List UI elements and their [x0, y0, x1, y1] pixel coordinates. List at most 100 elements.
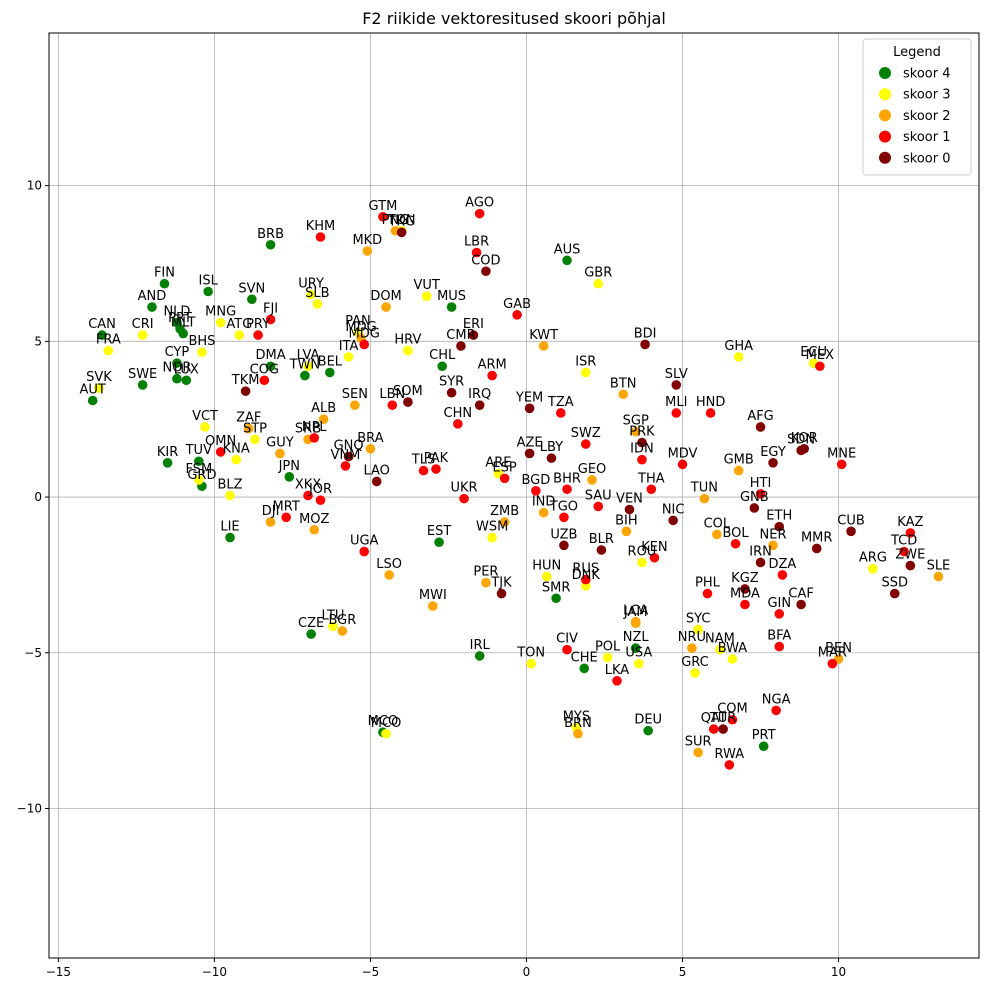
point-label: MAR — [818, 646, 847, 661]
data-point — [724, 760, 735, 770]
point-label: COD — [471, 253, 500, 268]
point-label: FIN — [154, 266, 175, 281]
point-label: FRA — [96, 333, 121, 348]
data-point — [337, 626, 348, 636]
point-label: NOR — [162, 361, 191, 376]
point-label: BRB — [257, 227, 284, 242]
point-label: LBR — [464, 235, 489, 250]
data-point — [541, 571, 552, 582]
data-point — [593, 278, 604, 289]
point-label: ALB — [311, 401, 336, 416]
data-point — [546, 453, 557, 463]
data-point — [621, 526, 632, 537]
data-point — [418, 465, 429, 476]
point-label: SWE — [128, 367, 157, 382]
data-point — [328, 621, 338, 632]
data-point — [668, 515, 678, 526]
point-label: ARG — [859, 551, 887, 566]
point-label: FJI — [263, 302, 278, 317]
data-point — [499, 473, 510, 484]
data-point — [531, 486, 541, 496]
point-label: LBN — [379, 387, 405, 402]
point-label: THA — [637, 471, 665, 486]
data-point — [556, 408, 566, 418]
point-label: TUN — [690, 481, 718, 496]
point-label: COL — [704, 516, 731, 531]
data-point — [580, 367, 591, 378]
data-point — [306, 289, 316, 300]
point-label: EGY — [760, 445, 786, 460]
point-label: TUV — [185, 443, 212, 458]
point-label: DEU — [634, 713, 662, 728]
point-label: CHE — [571, 650, 598, 665]
point-label: BGR — [328, 613, 356, 628]
data-point — [538, 507, 549, 518]
point-label: ATG — [226, 317, 252, 332]
data-point — [243, 423, 254, 434]
point-label: MLT — [171, 316, 196, 331]
data-point — [624, 504, 635, 515]
point-label: LAO — [363, 463, 389, 478]
data-point — [580, 574, 591, 585]
point-label: IND — [532, 495, 556, 510]
legend-marker — [879, 151, 891, 164]
data-point — [428, 601, 438, 611]
point-label: LUX — [174, 362, 199, 377]
point-label: TZA — [547, 395, 574, 410]
point-label: MKD — [352, 233, 382, 248]
point-label: CUB — [837, 513, 865, 528]
data-point — [933, 571, 944, 582]
data-point — [702, 588, 713, 599]
data-point — [799, 443, 810, 454]
data-point — [559, 512, 569, 523]
point-label: MCO — [371, 716, 402, 731]
data-point — [727, 654, 738, 664]
data-point — [403, 397, 413, 407]
data-point — [275, 448, 285, 459]
data-point — [899, 546, 909, 557]
data-point — [384, 570, 394, 580]
point-label: LKA — [605, 663, 630, 678]
point-label: VEN — [616, 492, 643, 507]
point-label: MRT — [273, 499, 300, 514]
point-label: UGA — [350, 534, 379, 549]
legend-marker — [879, 67, 891, 79]
y-tick-label: −10 — [17, 802, 42, 816]
point-label: GRD — [187, 468, 216, 483]
data-point — [225, 532, 235, 543]
data-point — [215, 447, 226, 457]
point-label: DJI — [262, 504, 280, 519]
data-point — [768, 540, 778, 551]
point-label: URY — [298, 277, 324, 292]
data-point — [434, 537, 444, 548]
data-point — [481, 266, 491, 277]
point-label: KIR — [157, 445, 178, 460]
data-point — [777, 570, 788, 580]
point-label: AZE — [517, 435, 543, 450]
point-label: BIH — [615, 513, 638, 528]
data-point — [312, 299, 323, 309]
data-point — [699, 493, 710, 504]
data-point — [715, 644, 725, 655]
point-label: DZA — [768, 557, 796, 572]
legend-marker — [879, 130, 891, 143]
point-label: MDA — [730, 587, 760, 602]
data-point — [774, 609, 785, 619]
point-label: ISR — [575, 354, 596, 369]
point-label: OMN — [205, 434, 236, 449]
point-label: MDG — [349, 326, 380, 341]
point-label: SAU — [585, 488, 612, 503]
legend-label: skoor 3 — [903, 88, 951, 103]
point-label: FSM — [185, 462, 212, 477]
point-label: BEL — [318, 354, 343, 369]
data-point — [579, 663, 590, 674]
point-label: SYR — [439, 375, 464, 390]
data-point — [755, 422, 766, 432]
data-point — [474, 208, 485, 219]
point-label: ECU — [800, 345, 827, 360]
data-point — [740, 584, 750, 594]
data-point — [225, 490, 235, 501]
point-label: JPN — [278, 459, 300, 474]
point-label: GTM — [369, 199, 398, 214]
point-label: BRA — [357, 431, 383, 446]
